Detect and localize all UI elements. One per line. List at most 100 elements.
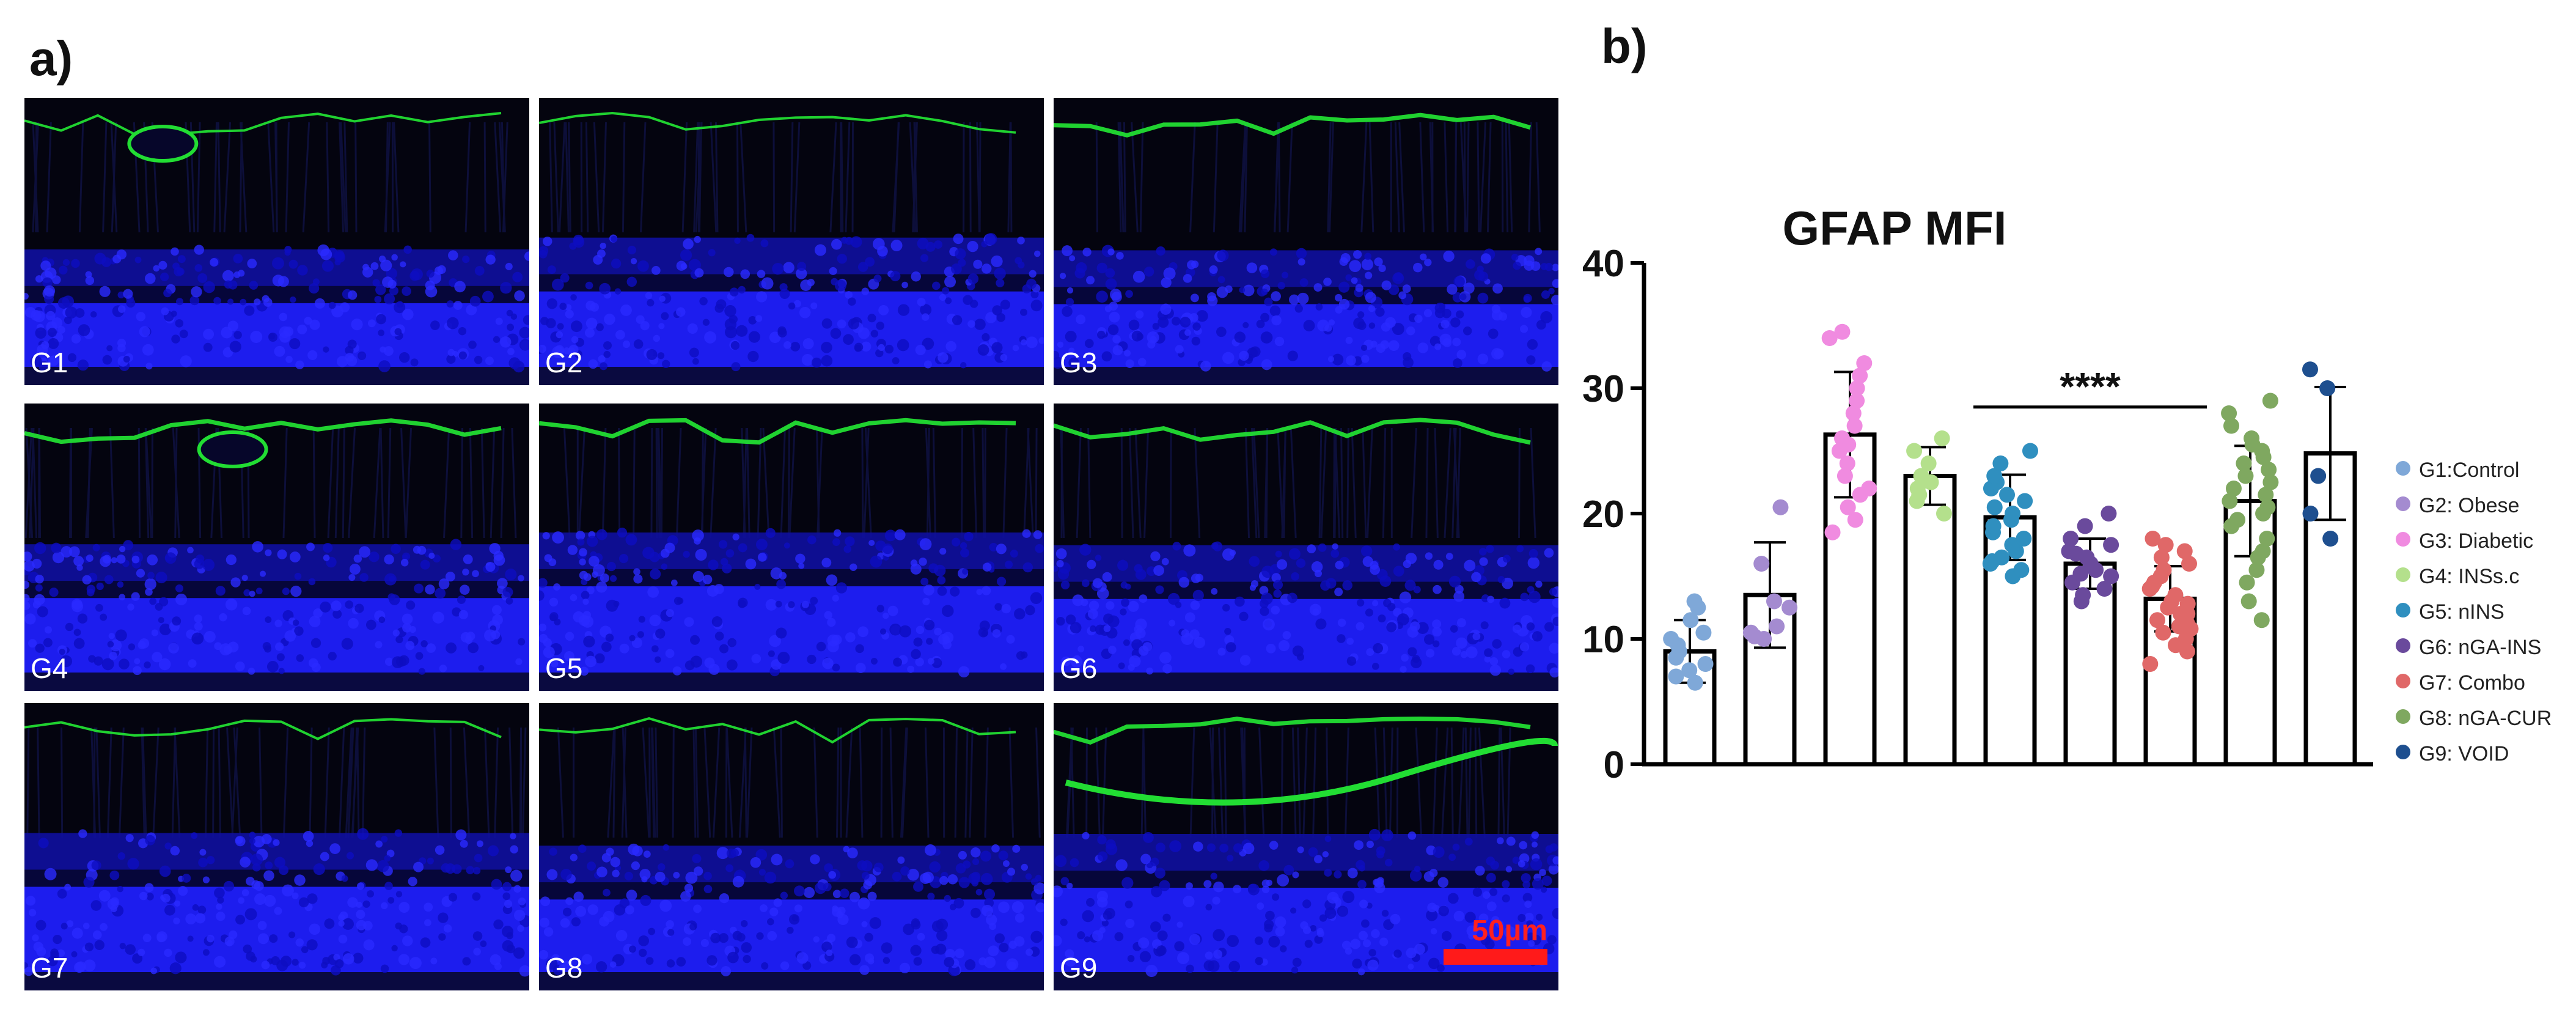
micrograph-label: G8: [545, 952, 583, 984]
data-point: [2153, 549, 2170, 566]
micrograph-label: G3: [1060, 347, 1098, 378]
micrograph-label: G7: [31, 952, 68, 984]
data-point: [1769, 618, 1785, 635]
data-point: [2222, 493, 2238, 509]
retina-image: [1054, 98, 1558, 385]
bar-4: [1903, 474, 1957, 767]
micrograph-g2: G2: [539, 98, 1044, 385]
data-point: [2013, 562, 2030, 578]
data-point: [2005, 506, 2021, 522]
data-point: [2225, 481, 2242, 496]
data-point: [1849, 380, 1865, 396]
micrograph-label: G4: [31, 652, 68, 684]
data-point: [1681, 662, 1698, 679]
data-point: [1839, 455, 1855, 471]
micrograph-label: G9: [1060, 952, 1098, 984]
chart-title: GFAP MFI: [1783, 201, 2007, 255]
data-point: [2253, 612, 2270, 628]
legend-label: G8: nGA-CUR: [2419, 707, 2552, 730]
data-point: [2103, 537, 2119, 553]
data-point: [2016, 531, 2032, 547]
retina-image: [24, 98, 529, 385]
data-point: [1687, 674, 1703, 691]
micrograph-g7: G7: [24, 703, 529, 990]
data-point: [1840, 499, 1856, 515]
legend-marker: [2396, 461, 2410, 476]
data-point: [1837, 468, 1853, 484]
data-point: [1834, 323, 1851, 340]
data-point: [2149, 612, 2165, 628]
panel-a-label: a): [29, 31, 73, 86]
micrograph-g4: G4: [24, 404, 529, 691]
legend-label: G2: Obese: [2419, 494, 2519, 517]
data-point: [1682, 612, 1699, 628]
retina-image: [24, 703, 529, 990]
legend-marker: [2396, 603, 2410, 617]
y-tick-label: 10: [1582, 619, 1624, 661]
legend-label: G6: nGA-INS: [2419, 636, 2541, 659]
data-point: [2145, 531, 2161, 547]
micrograph-g8: G8: [539, 703, 1044, 990]
y-tick-label: 0: [1604, 744, 1624, 786]
data-point: [2156, 562, 2172, 578]
data-point: [2255, 543, 2271, 559]
legend-label: G4: INSs.c: [2419, 565, 2519, 588]
data-point: [1821, 330, 1838, 346]
data-point: [2244, 430, 2260, 446]
significance-stars: ****: [2060, 364, 2121, 408]
legend-label: G5: nINS: [2419, 600, 2504, 624]
scale-bar-label: 50µm: [1472, 915, 1547, 947]
data-point: [2221, 405, 2237, 421]
data-point: [2236, 455, 2252, 471]
micrograph-g1: G1: [24, 98, 529, 385]
data-point: [1782, 599, 1798, 616]
legend: G1:Control G2: Obese G3: Diabetic G4: INSs.…: [2396, 459, 2552, 765]
data-point: [2258, 487, 2274, 503]
micrograph-g6: G6: [1054, 404, 1558, 691]
data-point: [1906, 443, 1923, 459]
data-point: [1663, 631, 1679, 647]
data-point: [2004, 537, 2020, 553]
data-point: [1999, 487, 2016, 503]
legend-marker: [2396, 709, 2410, 724]
data-point: [1936, 506, 1952, 522]
data-point: [1845, 405, 1862, 421]
data-point: [1934, 430, 1950, 446]
legend-label: G3: Diabetic: [2419, 529, 2533, 553]
data-point: [1856, 355, 1873, 371]
data-point: [2181, 556, 2197, 572]
data-point: [2182, 621, 2199, 637]
data-point: [1846, 418, 1863, 434]
data-point: [2261, 462, 2277, 478]
data-point: [1686, 593, 1703, 610]
micrograph-label: G6: [1060, 652, 1098, 684]
data-point: [2167, 587, 2184, 603]
data-point: [1849, 393, 1865, 409]
data-point: [2237, 468, 2254, 484]
data-point: [1920, 455, 1937, 471]
micrograph-g5: G5: [539, 404, 1044, 691]
data-point: [2229, 512, 2246, 528]
data-point: [2077, 518, 2093, 534]
data-point: [1986, 468, 2003, 484]
data-point: [1986, 499, 2003, 515]
data-point: [1753, 556, 1770, 572]
data-point: [1913, 468, 1929, 484]
data-point: [1695, 624, 1712, 641]
data-point: [2302, 361, 2318, 378]
data-point: [2310, 468, 2327, 484]
retina-image: [24, 404, 529, 691]
data-point: [2142, 656, 2159, 672]
data-point: [2144, 578, 2160, 594]
data-point: [1831, 443, 1848, 459]
data-point: [1992, 455, 2009, 471]
data-point: [1985, 518, 2002, 534]
legend-marker: [2396, 745, 2410, 759]
data-point: [2103, 568, 2119, 584]
significance-annotation: ****: [1973, 364, 2207, 409]
legend-label: G9: VOID: [2419, 742, 2509, 765]
data-point: [2259, 531, 2275, 547]
micrograph-g9: G9 50µm: [1054, 703, 1558, 990]
gfap-mfi-chart: GFAP MFI 0 10 20 30 40 **** G1:Control G2: Ob…: [1582, 201, 2552, 786]
legend-marker: [2396, 567, 2410, 582]
